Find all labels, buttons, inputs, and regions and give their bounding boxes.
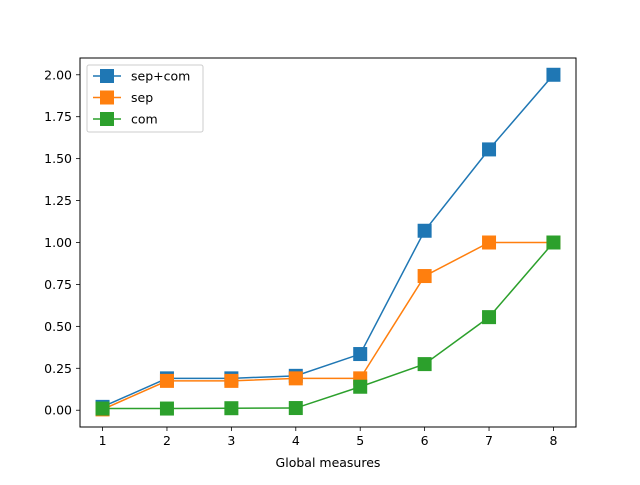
x-tick-label: 7 [485, 433, 493, 448]
data-point-com [159, 401, 174, 416]
legend-label-sep: sep [131, 90, 153, 105]
legend-marker-sep-com [100, 69, 114, 83]
y-tick-label: 0.75 [44, 277, 72, 292]
series-line-sep-com [102, 74, 555, 408]
series-line-com [102, 242, 555, 410]
series-layer [95, 67, 561, 417]
series-com [95, 235, 561, 416]
legend-marker-sep [100, 90, 114, 105]
legend-marker-com [100, 112, 114, 126]
data-point-sep [224, 373, 239, 388]
x-axis: 1 2 3 4 5 6 7 8 [99, 427, 557, 448]
data-point-sep-com [417, 223, 432, 238]
y-tick-label: 1.75 [44, 109, 72, 124]
x-tick-label: 1 [99, 433, 107, 448]
x-axis-label: Global measures [276, 455, 381, 470]
data-point-com [417, 357, 432, 372]
x-tick-label: 6 [421, 433, 429, 448]
y-tick-label: 1.00 [44, 235, 72, 250]
legend-box [86, 64, 204, 133]
legend-label-sep-com: sep+com [131, 69, 190, 84]
y-axis: 0.00 0.25 0.50 0.75 1.00 1.25 1.50 1.75 2.00 [44, 67, 80, 418]
x-tick-label: 5 [356, 433, 364, 448]
y-tick-label: 0.50 [44, 319, 72, 334]
x-tick-label: 8 [549, 433, 557, 448]
legend-label-com: com [131, 112, 158, 127]
y-tick-label: 0.25 [44, 361, 72, 376]
data-point-com [224, 401, 239, 416]
data-point-sep-com [353, 347, 368, 362]
y-tick-label: 0.00 [44, 403, 72, 418]
x-tick-label: 3 [227, 433, 235, 448]
legend: sep+com sep com [86, 64, 204, 133]
data-point-sep-com [546, 67, 561, 82]
data-point-sep [159, 373, 174, 388]
data-point-sep [288, 371, 303, 386]
x-tick-label: 4 [292, 433, 300, 448]
data-point-com [546, 235, 561, 250]
y-tick-label: 2.00 [44, 67, 72, 82]
data-point-com [353, 379, 368, 394]
data-point-sep-com [482, 142, 497, 157]
x-tick-label: 2 [163, 433, 171, 448]
data-point-com [288, 401, 303, 416]
data-point-sep [417, 269, 432, 284]
y-tick-label: 1.25 [44, 193, 72, 208]
data-point-com [482, 310, 497, 325]
data-point-com [95, 401, 110, 416]
data-point-sep [482, 235, 497, 250]
series-line-sep [102, 241, 554, 411]
y-tick-label: 1.50 [44, 151, 72, 166]
